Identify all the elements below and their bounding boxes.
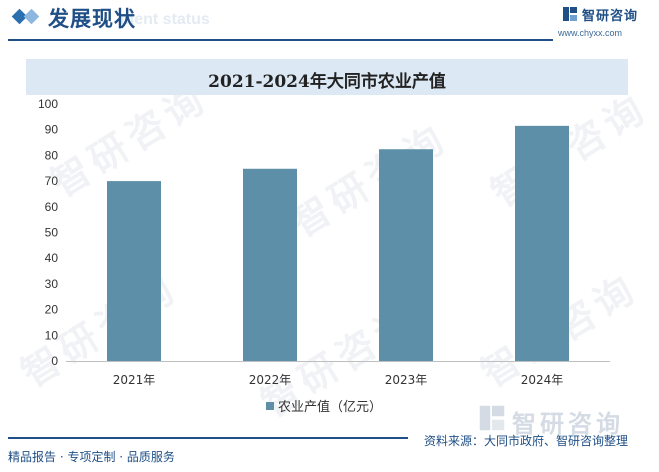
y-tick-label: 60 — [45, 200, 59, 214]
y-tick-label: 40 — [45, 251, 59, 265]
bar — [515, 125, 569, 361]
y-tick-label: 10 — [45, 328, 59, 342]
y-tick-label: 100 — [38, 97, 58, 111]
bar — [107, 181, 161, 361]
footer-logo: 智研咨询 — [478, 403, 648, 438]
bar — [379, 149, 433, 361]
y-tick-label: 30 — [45, 277, 59, 291]
y-tick-label: 0 — [51, 354, 58, 368]
footer-slogan: 精品报告 · 专项定制 · 品质服务 — [8, 450, 175, 464]
source-note: 资料来源：大同市政府、智研咨询整理 — [424, 434, 629, 448]
legend-swatch — [266, 402, 274, 410]
section-ghost-text: ment status — [120, 11, 210, 28]
footer-logo-name: 智研咨询 — [512, 410, 624, 438]
chart-title-band: 2021-2024年大同市农业产值 — [26, 59, 628, 95]
y-tick-label: 20 — [45, 303, 59, 317]
bar — [243, 168, 297, 361]
y-tick-label: 50 — [45, 226, 59, 240]
legend-label: 农业产值（亿元） — [278, 399, 382, 415]
x-tick-label: 2021年 — [113, 373, 156, 387]
x-tick-label: 2024年 — [521, 373, 564, 387]
x-tick-label: 2023年 — [385, 373, 428, 387]
footer-divider — [8, 437, 408, 439]
x-tick-label: 2022年 — [249, 373, 292, 387]
header-divider — [8, 39, 553, 41]
brand-logo-icon — [563, 7, 577, 21]
y-tick-label: 90 — [45, 123, 59, 137]
brand-logo: 智研咨询 — [562, 4, 654, 24]
y-tick-label: 80 — [45, 148, 59, 162]
footer-logo-icon — [479, 405, 505, 431]
y-tick-label: 70 — [45, 174, 59, 188]
chart-title: 2021-2024年大同市农业产值 — [208, 72, 446, 92]
section-title: 发展现状 — [48, 7, 136, 31]
page-header: ment status 发展现状 智研咨询 www.chyxx.com — [0, 0, 659, 42]
brand-url: www.chyxx.com — [558, 28, 623, 38]
brand-name: 智研咨询 — [582, 9, 639, 24]
